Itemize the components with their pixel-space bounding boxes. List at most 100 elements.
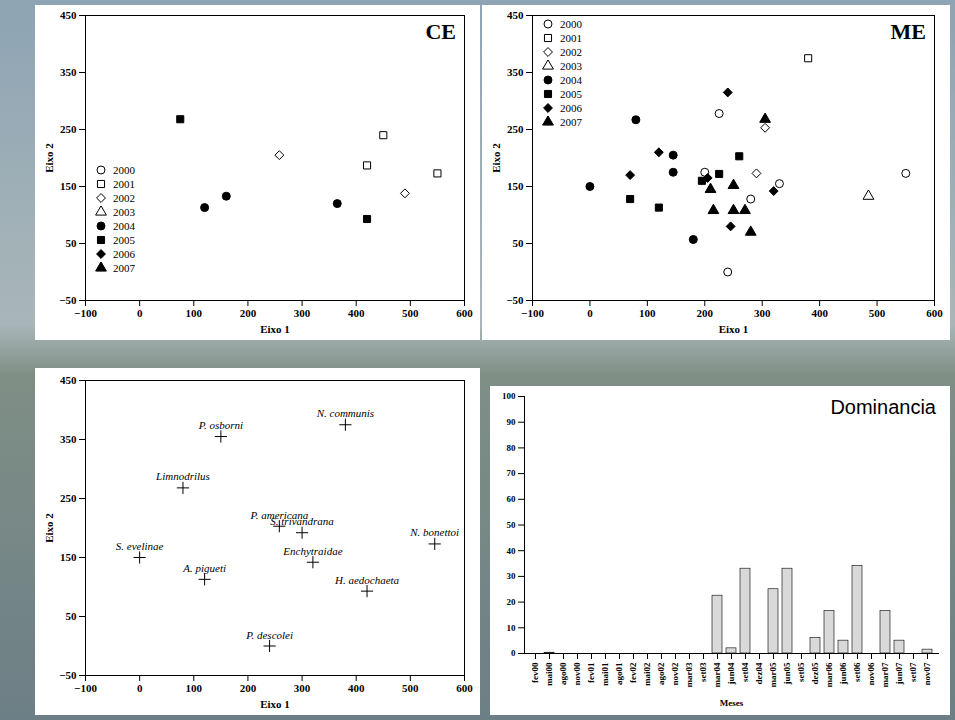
svg-text:dez04: dez04 (754, 662, 764, 684)
svg-text:Eixo 2: Eixo 2 (490, 143, 502, 173)
svg-text:H. aedochaeta: H. aedochaeta (334, 574, 400, 586)
svg-text:0: 0 (587, 307, 593, 319)
svg-text:60: 60 (507, 494, 517, 504)
svg-text:350: 350 (60, 66, 77, 78)
svg-text:mar07: mar07 (880, 662, 890, 687)
svg-text:−100: −100 (74, 307, 97, 319)
svg-text:0: 0 (511, 648, 516, 658)
svg-text:mar06: mar06 (824, 662, 834, 687)
svg-text:450: 450 (60, 374, 77, 386)
svg-text:0: 0 (137, 307, 143, 319)
svg-text:0: 0 (137, 682, 143, 694)
svg-text:500: 500 (402, 307, 419, 319)
svg-text:100: 100 (639, 307, 656, 319)
svg-text:Limnodrilus: Limnodrilus (155, 470, 210, 482)
svg-text:600: 600 (456, 682, 473, 694)
svg-text:Eixo 2: Eixo 2 (43, 143, 55, 173)
svg-text:ago00: ago00 (558, 662, 568, 685)
svg-text:50: 50 (66, 237, 78, 249)
svg-text:40: 40 (507, 546, 517, 556)
svg-text:50: 50 (66, 610, 78, 622)
svg-text:30: 30 (507, 571, 517, 581)
svg-text:450: 450 (507, 9, 524, 21)
svg-text:mai01: mai01 (600, 662, 610, 686)
svg-text:A. pigueti: A. pigueti (182, 562, 226, 574)
svg-text:set07: set07 (908, 662, 918, 682)
svg-text:mai02: mai02 (642, 662, 652, 686)
svg-text:Eixo 2: Eixo 2 (43, 513, 55, 543)
svg-text:ago01: ago01 (614, 662, 624, 685)
svg-text:50: 50 (513, 237, 525, 249)
svg-text:250: 250 (507, 123, 524, 135)
svg-text:fev02: fev02 (628, 662, 638, 683)
svg-text:400: 400 (348, 682, 365, 694)
svg-text:P. descolei: P. descolei (245, 629, 293, 641)
svg-text:jun07: jun07 (894, 662, 904, 686)
svg-text:20: 20 (507, 597, 517, 607)
svg-text:150: 150 (507, 180, 524, 192)
svg-text:300: 300 (754, 307, 771, 319)
svg-text:250: 250 (60, 492, 77, 504)
svg-text:fev01: fev01 (586, 662, 596, 683)
svg-text:−100: −100 (74, 682, 97, 694)
svg-text:nov07: nov07 (922, 662, 932, 686)
svg-text:150: 150 (60, 180, 77, 192)
svg-text:200: 200 (697, 307, 714, 319)
svg-text:Eixo 1: Eixo 1 (260, 698, 290, 710)
svg-text:Eixo 1: Eixo 1 (260, 323, 290, 335)
svg-text:200: 200 (240, 682, 257, 694)
svg-text:mar03: mar03 (684, 662, 694, 687)
svg-text:100: 100 (502, 391, 516, 401)
svg-text:150: 150 (60, 551, 77, 563)
svg-text:Enchytraidae: Enchytraidae (282, 545, 342, 557)
svg-text:10: 10 (507, 623, 517, 633)
svg-text:set05: set05 (796, 662, 806, 682)
svg-text:80: 80 (507, 443, 517, 453)
svg-text:70: 70 (507, 468, 517, 478)
html-text:CE: CE (425, 19, 456, 44)
svg-text:P. osborni: P. osborni (198, 419, 243, 431)
svg-text:S. trivandrana: S. trivandrana (270, 515, 334, 527)
svg-text:ago02: ago02 (656, 662, 666, 685)
svg-text:500: 500 (402, 682, 419, 694)
svg-text:mai00: mai00 (544, 662, 554, 686)
svg-text:S. evelinae: S. evelinae (116, 540, 164, 552)
svg-text:450: 450 (60, 9, 77, 21)
svg-text:50: 50 (507, 520, 517, 530)
svg-text:jun06: jun06 (838, 662, 848, 686)
svg-text:set06: set06 (852, 662, 862, 682)
svg-text:Eixo 1: Eixo 1 (719, 323, 749, 335)
svg-text:300: 300 (294, 307, 311, 319)
svg-text:350: 350 (60, 433, 77, 445)
svg-text:mar05: mar05 (768, 662, 778, 687)
svg-text:nov06: nov06 (866, 662, 876, 686)
svg-text:jun05: jun05 (782, 662, 792, 686)
svg-text:−100: −100 (521, 307, 544, 319)
svg-text:500: 500 (869, 307, 886, 319)
svg-text:fev00: fev00 (530, 662, 540, 683)
svg-text:dez05: dez05 (810, 662, 820, 684)
svg-text:−50: −50 (59, 294, 77, 306)
svg-text:250: 250 (60, 123, 77, 135)
svg-text:N. bonettoi: N. bonettoi (409, 526, 459, 538)
svg-text:jun04: jun04 (726, 662, 736, 686)
svg-text:600: 600 (926, 307, 943, 319)
svg-text:nov00: nov00 (572, 662, 582, 686)
svg-text:set04: set04 (740, 662, 750, 682)
svg-text:350: 350 (507, 66, 524, 78)
svg-text:set03: set03 (698, 662, 708, 682)
svg-text:400: 400 (348, 307, 365, 319)
svg-text:600: 600 (456, 307, 473, 319)
svg-text:200: 200 (240, 307, 257, 319)
svg-text:N. communis: N. communis (316, 407, 374, 419)
svg-text:300: 300 (294, 682, 311, 694)
svg-text:100: 100 (186, 682, 203, 694)
svg-text:mar04: mar04 (712, 662, 722, 687)
svg-text:90: 90 (507, 417, 517, 427)
svg-text:nov02: nov02 (670, 662, 680, 686)
svg-text:−50: −50 (506, 294, 524, 306)
svg-text:400: 400 (811, 307, 828, 319)
svg-text:Meses: Meses (720, 698, 744, 708)
svg-text:−50: −50 (59, 669, 77, 681)
svg-text:100: 100 (186, 307, 203, 319)
